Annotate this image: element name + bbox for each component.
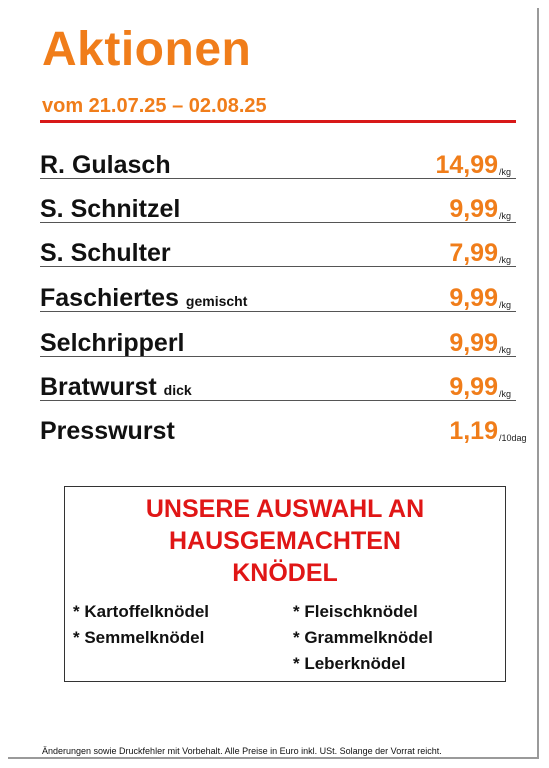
knoedel-list-right: * Fleischknödel * Grammelknödel * Leberk…: [293, 599, 433, 677]
heading-line: UNSERE AUSWAHL AN: [145, 495, 425, 523]
product-name: Bratwurst dick: [40, 373, 192, 401]
product-name: S. Schulter: [40, 239, 171, 267]
product-price: 9,99: [449, 284, 498, 312]
price-unit: /kg: [499, 389, 512, 399]
page-title: Aktionen: [42, 23, 252, 76]
product-price: 1,19: [449, 417, 498, 445]
product-name: R. Gulasch: [40, 151, 171, 179]
list-item: * Leberknödel: [293, 654, 406, 673]
product-row: R. Gulasch 14,99 /kg: [40, 148, 516, 179]
product-row: Bratwurst dick 9,99 /kg: [40, 370, 516, 401]
product-price: 9,99: [449, 373, 498, 401]
product-price: 7,99: [449, 239, 498, 267]
price-unit: /10dag: [499, 433, 527, 443]
flyer-page: Aktionen vom 21.07.25 – 02.08.25 R. Gula…: [8, 8, 539, 759]
product-row: Selchripperl 9,99 /kg: [40, 326, 516, 357]
product-price: 14,99: [435, 151, 498, 179]
list-item: * Kartoffelknödel: [73, 602, 210, 621]
knoedel-list-left: * Kartoffelknödel * Semmelknödel: [73, 599, 209, 651]
product-row: Faschiertes gemischt 9,99 /kg: [40, 281, 516, 312]
knoedel-heading: UNSERE AUSWAHL AN HAUSGEMACHTEN KNÖDEL: [65, 493, 505, 589]
product-modifier: gemischt: [185, 293, 248, 309]
product-row: Presswurst 1,19 /10dag: [40, 414, 527, 445]
knoedel-box: UNSERE AUSWAHL AN HAUSGEMACHTEN KNÖDEL *…: [64, 486, 506, 682]
footer-disclaimer: Änderungen sowie Druckfehler mit Vorbeha…: [42, 746, 442, 756]
price-unit: /kg: [499, 300, 512, 310]
product-row: S. Schulter 7,99 /kg: [40, 236, 516, 267]
product-modifier: dick: [163, 382, 192, 398]
product-price: 9,99: [449, 195, 498, 223]
product-price: 9,99: [449, 329, 498, 357]
heading-line: KNÖDEL: [232, 559, 338, 587]
product-name: Faschiertes gemischt: [40, 284, 248, 312]
product-name: Presswurst: [40, 417, 175, 445]
list-item: * Fleischknödel: [293, 602, 418, 621]
heading-line: HAUSGEMACHTEN: [169, 527, 401, 555]
product-row: S. Schnitzel 9,99 /kg: [40, 192, 516, 223]
price-unit: /kg: [499, 345, 512, 355]
price-unit: /kg: [499, 255, 512, 265]
price-unit: /kg: [499, 211, 512, 221]
list-item: * Grammelknödel: [293, 628, 433, 647]
price-unit: /kg: [499, 167, 512, 177]
list-item: * Semmelknödel: [73, 628, 205, 647]
title-divider: [40, 120, 516, 123]
product-name: S. Schnitzel: [40, 195, 181, 223]
product-name: Selchripperl: [40, 329, 185, 357]
date-range: vom 21.07.25 – 02.08.25: [42, 95, 267, 117]
